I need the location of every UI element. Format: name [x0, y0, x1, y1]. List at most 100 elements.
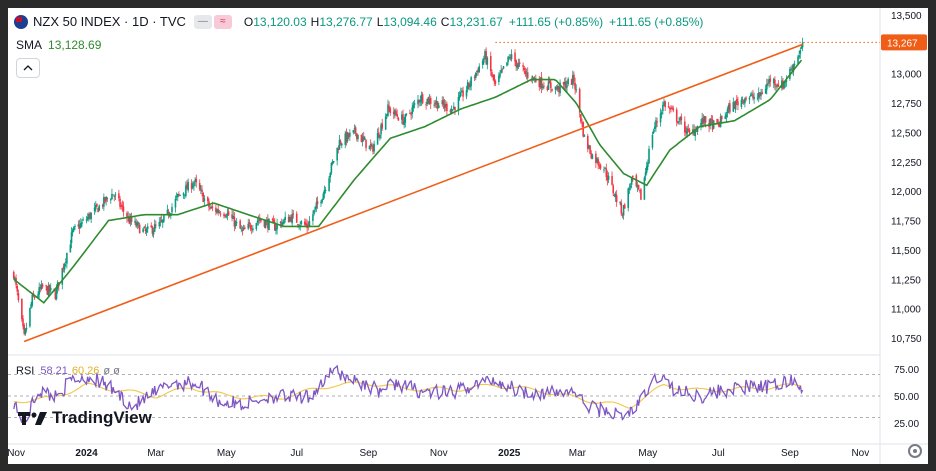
candle-down — [716, 118, 718, 123]
candle-up — [30, 304, 32, 308]
candle-up — [283, 219, 285, 224]
candle-up — [484, 51, 486, 59]
candle-down — [290, 216, 292, 222]
candle-down — [664, 101, 666, 108]
candle-up — [74, 225, 76, 227]
candle-down — [144, 228, 147, 231]
rsi-legend[interactable]: RSI 58.21 60.26 ø ø — [16, 365, 123, 377]
candle-up — [441, 100, 444, 105]
candle-up — [38, 287, 40, 295]
candle-down — [670, 107, 672, 110]
candle-up — [539, 77, 542, 88]
candle-up — [346, 132, 349, 142]
candle-down — [449, 110, 452, 112]
time-tick-label: Nov — [851, 448, 869, 459]
candle-up — [137, 223, 140, 225]
rsi-extra-2: ø — [113, 365, 120, 377]
candle-up — [727, 104, 730, 110]
chart-frame: 10,750 11,000 11,250 11,500 11,750 12,000 12,2… — [8, 8, 928, 464]
candle-up — [182, 193, 185, 196]
candle-up — [203, 198, 206, 201]
candle-up — [81, 221, 83, 225]
candle-down — [672, 108, 675, 111]
tradingview-wordmark: TradingView — [52, 408, 152, 427]
candle-down — [392, 111, 395, 115]
candle-up — [800, 46, 803, 49]
price-change-secondary: +111.65 (+0.85%) — [609, 14, 704, 29]
candle-down — [580, 114, 582, 122]
ohlc-values: O13,120.03 H13,276.77 L13,094.46 C13,231.67 — [240, 15, 503, 29]
candle-up — [724, 116, 727, 119]
candle-up — [373, 144, 375, 152]
candle-down — [243, 227, 246, 230]
candle-down — [485, 51, 487, 64]
candle-up — [240, 228, 243, 230]
candle-down — [621, 214, 624, 216]
candle-down — [410, 114, 412, 116]
symbol-title[interactable]: NZX 50 INDEX · 1D · TVC — [33, 14, 186, 29]
candle-up — [179, 194, 181, 196]
price-tick-label: 13,500 — [891, 11, 922, 22]
chart-canvas[interactable]: 10,750 11,000 11,250 11,500 11,750 12,000 12,2… — [8, 8, 928, 464]
candle-up — [588, 146, 590, 149]
candle-up — [764, 88, 767, 94]
candle-up — [732, 102, 735, 112]
candle-up — [77, 224, 80, 227]
candle-down — [267, 218, 269, 229]
candle-down — [759, 92, 761, 97]
candle-down — [615, 195, 618, 203]
candle-up — [686, 128, 688, 135]
candle-up — [734, 100, 737, 110]
settings-gear-icon[interactable] — [908, 444, 922, 458]
candle-up — [604, 167, 606, 169]
candle-up — [775, 85, 777, 88]
candle-up — [69, 244, 72, 253]
candle-down — [219, 213, 222, 215]
candle-up — [136, 222, 139, 226]
candle-down — [121, 204, 124, 207]
candle-down — [12, 271, 15, 279]
candle-down — [122, 206, 125, 212]
candle-up — [291, 214, 293, 224]
candle-down — [767, 82, 769, 84]
indicator-pills[interactable]: — ≈ — [193, 14, 232, 29]
candle-down — [434, 103, 437, 105]
sma-line — [13, 59, 803, 304]
candle-up — [740, 99, 743, 107]
candle-down — [745, 97, 747, 100]
approx-pill-icon[interactable]: ≈ — [213, 14, 232, 29]
sma-legend[interactable]: SMA 13,128.69 — [16, 38, 101, 52]
candle-down — [777, 84, 780, 87]
candle-up — [662, 104, 664, 112]
candle-up — [257, 220, 260, 222]
candle-down — [558, 86, 560, 92]
candle-down — [396, 114, 399, 117]
candle-down — [501, 68, 504, 70]
candle-up — [166, 209, 169, 215]
candle-up — [419, 100, 422, 103]
candle-up — [426, 98, 429, 104]
candle-down — [202, 192, 204, 203]
candle-up — [284, 216, 286, 220]
tradingview-logo[interactable]: TradingView — [18, 408, 152, 428]
candle-up — [194, 179, 196, 182]
candle-up — [357, 135, 359, 140]
candle-up — [66, 253, 68, 264]
candle-down — [151, 226, 154, 234]
candle-down — [190, 183, 193, 189]
candle-down — [589, 145, 591, 154]
candle-down — [468, 82, 470, 88]
dash-pill-icon[interactable]: — — [193, 14, 212, 29]
candle-down — [248, 222, 251, 225]
candle-up — [47, 285, 50, 296]
candle-up — [386, 114, 388, 116]
candle-up — [679, 118, 681, 121]
candle-down — [316, 201, 319, 205]
collapse-legend-button[interactable] — [16, 58, 40, 78]
candle-down — [546, 86, 549, 91]
candle-up — [458, 95, 461, 99]
candle-up — [476, 70, 478, 72]
candle-down — [791, 68, 794, 71]
chevron-up-icon — [23, 65, 33, 71]
candle-up — [790, 69, 792, 71]
